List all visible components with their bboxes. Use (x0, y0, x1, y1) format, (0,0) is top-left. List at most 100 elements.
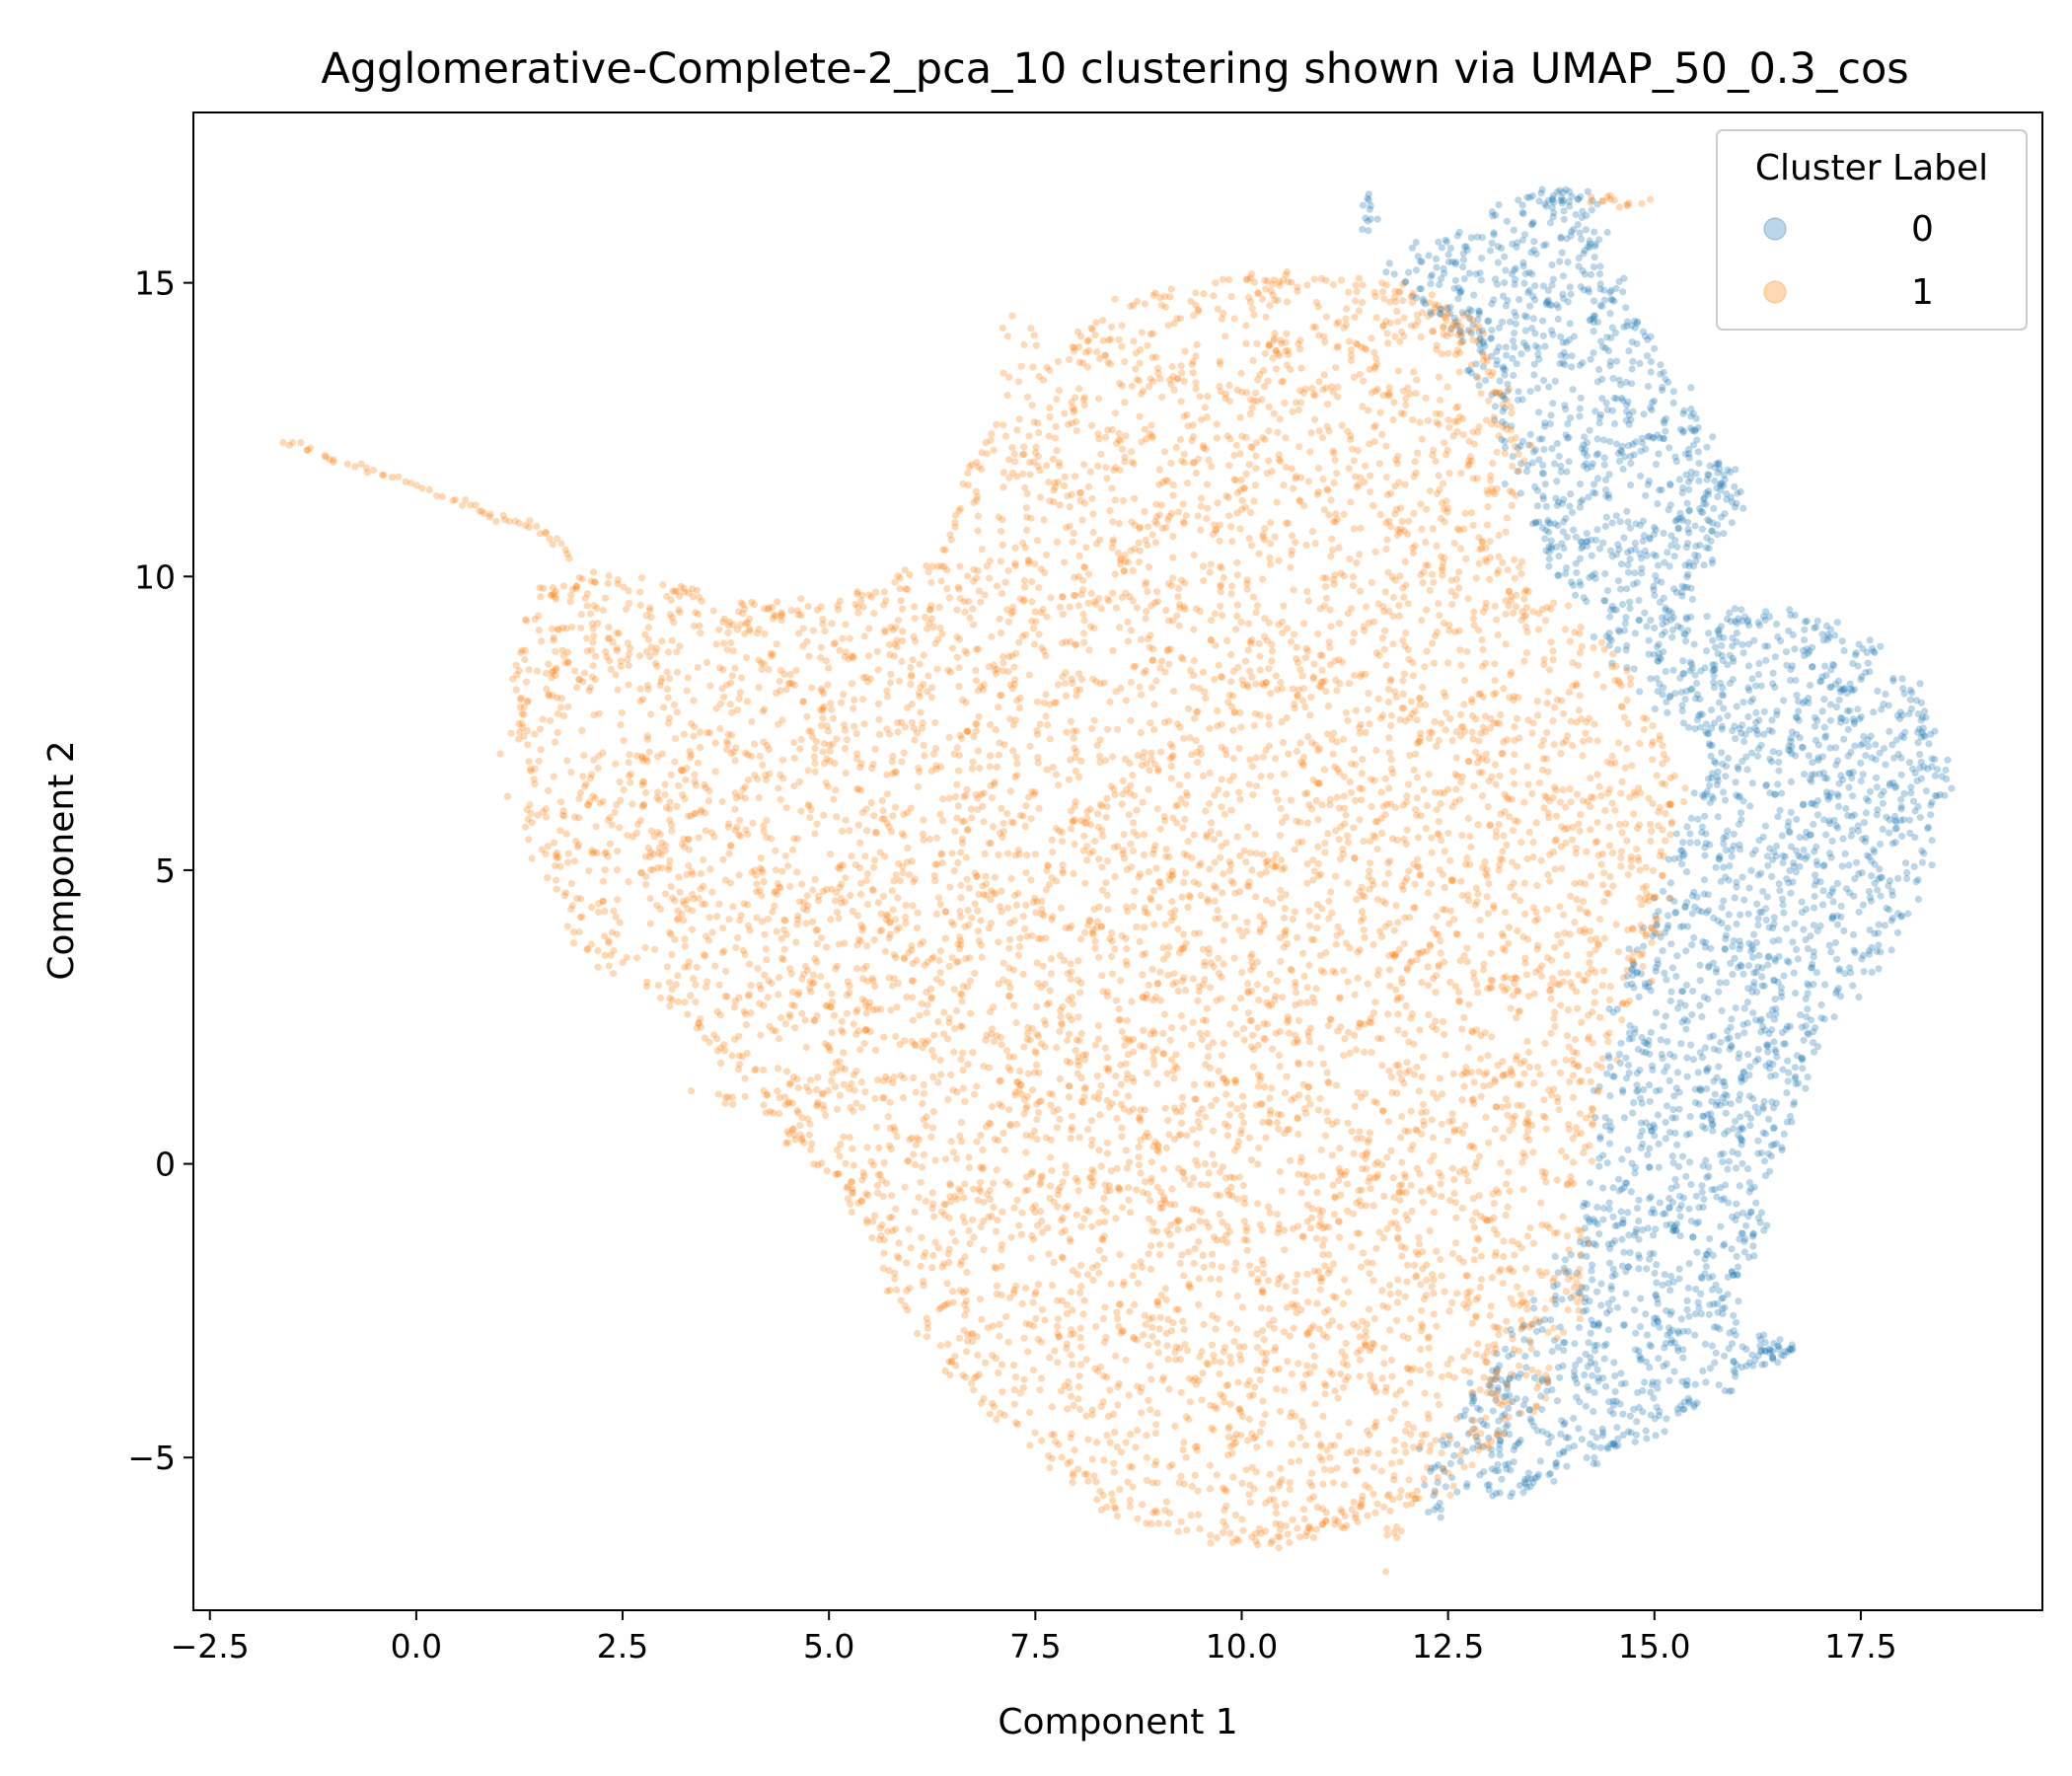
scatter-point-cluster-0 (1663, 1102, 1671, 1110)
scatter-point-cluster-1 (1022, 901, 1030, 910)
scatter-point-cluster-0 (1566, 502, 1574, 510)
scatter-point-cluster-0 (1609, 1397, 1617, 1405)
scatter-point-cluster-1 (1402, 629, 1410, 637)
scatter-point-cluster-0 (1948, 784, 1956, 792)
scatter-point-cluster-1 (1174, 593, 1182, 601)
scatter-point-cluster-0 (1633, 1087, 1641, 1095)
scatter-point-cluster-0 (1568, 352, 1576, 360)
scatter-point-cluster-0 (1538, 435, 1546, 443)
scatter-point-cluster-0 (1635, 1235, 1643, 1243)
scatter-point-cluster-0 (1791, 645, 1799, 653)
scatter-point-cluster-0 (1691, 1380, 1699, 1388)
scatter-point-cluster-0 (1739, 873, 1746, 881)
scatter-point-cluster-0 (1606, 1407, 1614, 1415)
scatter-point-cluster-0 (1620, 1114, 1628, 1122)
scatter-point-cluster-0 (1554, 1343, 1562, 1351)
scatter-point-cluster-1 (1283, 1073, 1291, 1080)
scatter-point-cluster-0 (1793, 1052, 1801, 1060)
scatter-point-cluster-1 (1370, 1463, 1378, 1471)
scatter-point-cluster-0 (1723, 1092, 1731, 1100)
scatter-point-cluster-0 (1751, 724, 1759, 732)
scatter-point-cluster-1 (927, 694, 935, 702)
scatter-point-cluster-1 (1247, 639, 1255, 647)
scatter-point-cluster-0 (1498, 1475, 1506, 1483)
scatter-point-cluster-0 (1605, 494, 1613, 502)
scatter-point-cluster-0 (1716, 979, 1724, 987)
scatter-point-cluster-0 (1416, 285, 1424, 293)
scatter-point-cluster-0 (1488, 1451, 1496, 1459)
scatter-point-cluster-0 (1732, 778, 1739, 786)
scatter-point-cluster-1 (1323, 1069, 1331, 1076)
scatter-point-cluster-0 (1638, 1127, 1646, 1135)
scatter-point-cluster-1 (1045, 478, 1053, 486)
scatter-point-cluster-0 (1548, 445, 1556, 453)
scatter-point-cluster-0 (1872, 756, 1880, 764)
scatter-point-cluster-0 (1629, 357, 1637, 365)
scatter-point-cluster-0 (1600, 286, 1608, 294)
scatter-point-cluster-0 (1734, 1149, 1741, 1157)
scatter-point-cluster-0 (1720, 863, 1728, 871)
scatter-point-cluster-0 (1873, 947, 1881, 955)
scatter-point-cluster-1 (851, 860, 860, 869)
scatter-point-cluster-0 (1665, 1376, 1673, 1384)
scatter-point-cluster-0 (1590, 315, 1597, 323)
scatter-point-cluster-1 (1136, 359, 1144, 367)
scatter-point-cluster-0 (1901, 728, 1909, 736)
scatter-point-cluster-1 (809, 886, 817, 894)
scatter-point-cluster-0 (1560, 1447, 1568, 1455)
scatter-point-cluster-0 (1841, 850, 1849, 858)
scatter-point-cluster-1 (1187, 1041, 1196, 1049)
scatter-point-cluster-1 (922, 1197, 930, 1205)
scatter-point-cluster-0 (1704, 471, 1712, 479)
scatter-point-cluster-0 (1493, 361, 1501, 369)
scatter-point-cluster-1 (775, 974, 783, 982)
scatter-point-cluster-0 (1721, 476, 1729, 483)
scatter-point-cluster-0 (1743, 766, 1751, 774)
scatter-point-cluster-0 (1510, 1445, 1517, 1453)
scatter-point-cluster-1 (1225, 867, 1234, 875)
scatter-point-cluster-0 (1591, 1218, 1599, 1225)
scatter-point-cluster-0 (1633, 969, 1641, 977)
scatter-point-cluster-1 (778, 756, 787, 764)
scatter-point-cluster-0 (1584, 542, 1591, 551)
scatter-point-cluster-0 (1680, 670, 1688, 678)
scatter-point-cluster-0 (1502, 1461, 1510, 1469)
scatter-point-cluster-1 (1061, 679, 1069, 688)
scatter-point-cluster-1 (665, 979, 674, 987)
scatter-point-cluster-0 (1504, 387, 1512, 395)
scatter-point-cluster-1 (1415, 1087, 1423, 1095)
scatter-point-cluster-0 (1697, 1273, 1705, 1281)
scatter-point-cluster-0 (1765, 1029, 1773, 1038)
scatter-point-cluster-0 (1650, 586, 1658, 594)
scatter-point-cluster-0 (1571, 1340, 1579, 1348)
scatter-point-cluster-1 (1430, 1290, 1438, 1297)
scatter-point-cluster-1 (1251, 831, 1259, 839)
scatter-point-cluster-0 (1679, 923, 1687, 930)
scatter-point-cluster-0 (1616, 1400, 1624, 1408)
scatter-point-cluster-1 (777, 666, 784, 675)
scatter-point-cluster-0 (1750, 969, 1758, 977)
scatter-point-cluster-1 (1277, 805, 1285, 813)
scatter-point-cluster-0 (1655, 650, 1663, 658)
scatter-point-cluster-0 (1832, 822, 1840, 830)
scatter-point-cluster-0 (1643, 623, 1651, 630)
scatter-point-cluster-0 (1549, 400, 1557, 407)
scatter-point-cluster-1 (1287, 1156, 1295, 1164)
scatter-point-cluster-0 (1627, 459, 1635, 468)
scatter-point-cluster-1 (1137, 1169, 1145, 1177)
scatter-point-cluster-0 (1871, 879, 1879, 887)
scatter-point-cluster-0 (1820, 723, 1828, 731)
scatter-point-cluster-1 (1206, 984, 1215, 992)
scatter-point-cluster-0 (1821, 732, 1830, 740)
scatter-point-cluster-0 (1768, 872, 1776, 881)
scatter-point-cluster-1 (793, 868, 801, 876)
scatter-point-cluster-0 (1644, 1150, 1652, 1158)
scatter-point-cluster-0 (1689, 441, 1698, 449)
scatter-point-cluster-0 (1735, 1297, 1742, 1305)
scatter-point-cluster-0 (1746, 1063, 1754, 1071)
scatter-point-cluster-0 (1604, 1326, 1612, 1334)
scatter-point-cluster-0 (1599, 1429, 1607, 1437)
scatter-point-cluster-0 (1738, 729, 1745, 737)
scatter-point-cluster-1 (813, 1086, 821, 1094)
scatter-point-cluster-1 (1523, 1037, 1531, 1046)
